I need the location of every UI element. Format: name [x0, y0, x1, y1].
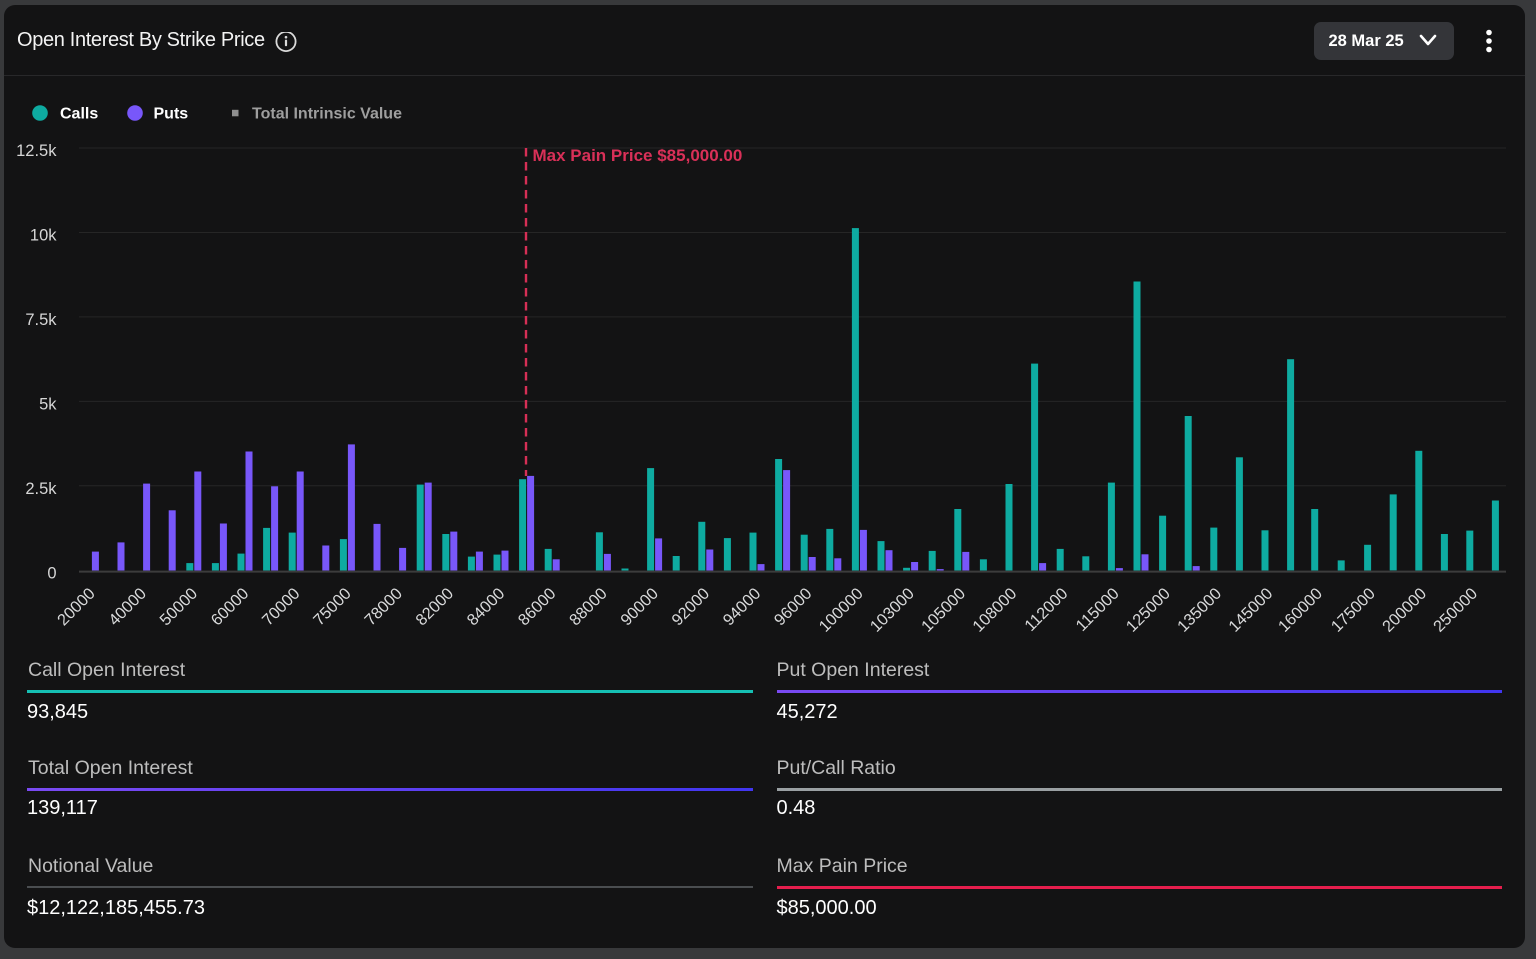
- svg-text:100000: 100000: [816, 585, 867, 636]
- svg-text:112000: 112000: [1021, 585, 1071, 635]
- svg-text:160000: 160000: [1275, 585, 1326, 636]
- svg-text:10k: 10k: [30, 227, 57, 245]
- svg-text:78000: 78000: [361, 585, 406, 630]
- svg-text:115000: 115000: [1072, 585, 1122, 635]
- svg-text:82000: 82000: [412, 585, 457, 630]
- svg-text:60000: 60000: [208, 585, 253, 630]
- svg-text:105000: 105000: [918, 585, 969, 636]
- svg-text:92000: 92000: [668, 585, 713, 630]
- svg-text:86000: 86000: [515, 585, 560, 630]
- svg-text:Calls: Calls: [60, 106, 98, 123]
- svg-text:2.5k: 2.5k: [25, 480, 57, 498]
- svg-text:125000: 125000: [1123, 585, 1174, 636]
- svg-text:5k: 5k: [39, 395, 57, 413]
- svg-text:40000: 40000: [105, 585, 150, 630]
- svg-text:50000: 50000: [156, 585, 201, 630]
- svg-text:135000: 135000: [1174, 585, 1225, 636]
- svg-text:94000: 94000: [720, 585, 765, 630]
- svg-text:175000: 175000: [1328, 585, 1379, 636]
- svg-text:0: 0: [47, 565, 56, 583]
- svg-text:Max Pain Price $85,000.00: Max Pain Price $85,000.00: [533, 146, 743, 165]
- svg-text:90000: 90000: [617, 585, 662, 630]
- svg-text:250000: 250000: [1430, 585, 1481, 636]
- svg-text:75000: 75000: [310, 585, 355, 630]
- svg-text:Total Intrinsic Value: Total Intrinsic Value: [252, 106, 402, 123]
- svg-text:Puts: Puts: [154, 106, 189, 123]
- svg-text:20000: 20000: [54, 585, 99, 630]
- svg-text:7.5k: 7.5k: [25, 311, 57, 329]
- svg-text:88000: 88000: [566, 585, 611, 630]
- svg-text:84000: 84000: [464, 585, 509, 630]
- svg-text:108000: 108000: [969, 585, 1020, 636]
- svg-text:70000: 70000: [259, 585, 304, 630]
- svg-text:145000: 145000: [1225, 585, 1276, 636]
- svg-text:103000: 103000: [867, 585, 918, 636]
- svg-text:96000: 96000: [771, 585, 816, 630]
- svg-text:12.5k: 12.5k: [16, 142, 57, 160]
- svg-text:200000: 200000: [1379, 585, 1430, 636]
